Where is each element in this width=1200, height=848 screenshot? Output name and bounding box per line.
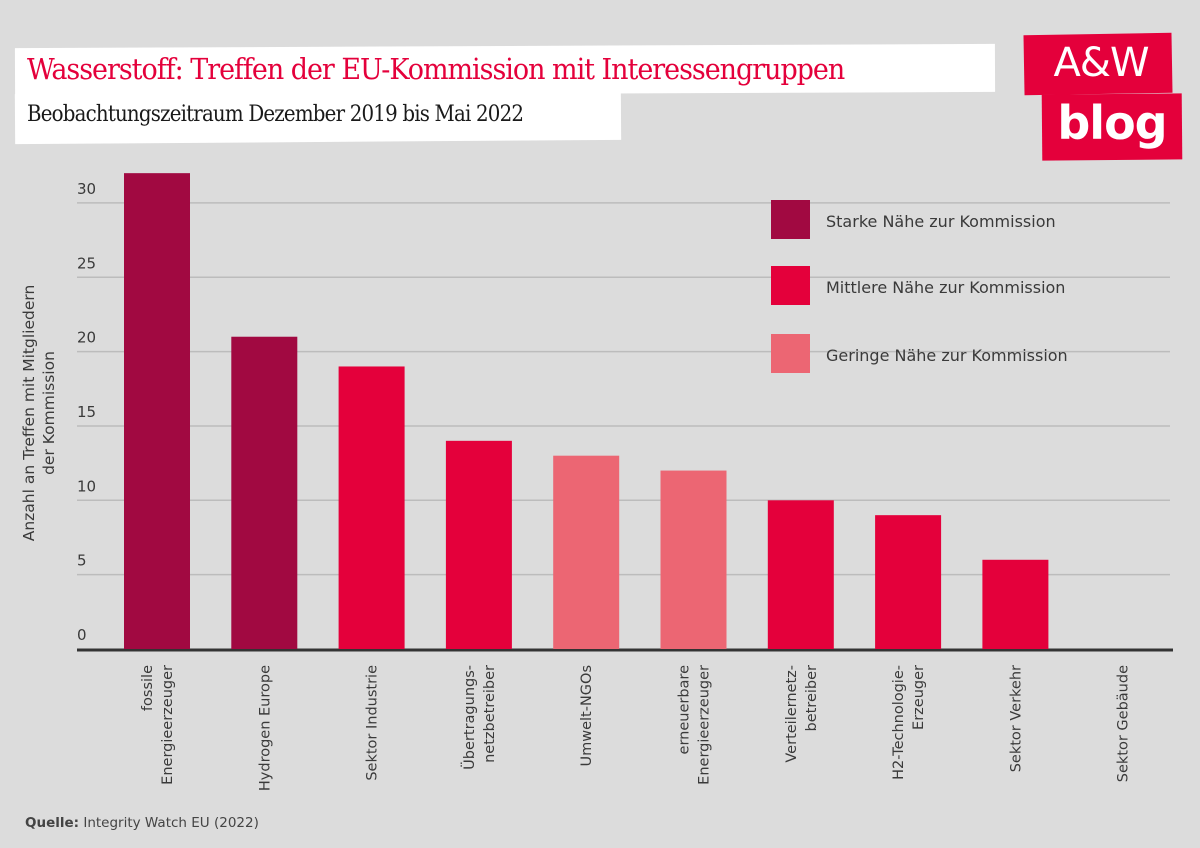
x-tick-label-line: erneuerbare — [677, 665, 693, 755]
x-tick-label-line: Umwelt-NGOs — [579, 665, 595, 767]
x-tick-label: Sektor Industrie — [365, 665, 381, 781]
x-tick-label: Hydrogen Europe — [257, 665, 273, 791]
x-tick-label-line: Sektor Verkehr — [1008, 665, 1024, 772]
legend-label: Mittlere Nähe zur Kommission — [826, 278, 1065, 297]
bar — [338, 366, 405, 649]
y-axis-label: Anzahl an Treffen mit Mitgliedern der Kom… — [20, 285, 58, 542]
y-tick-label: 15 — [77, 403, 96, 421]
y-tick-label: 5 — [77, 552, 87, 570]
x-tick-label-line: Energieerzeuger — [160, 665, 176, 785]
x-tick-label-line: Sektor Industrie — [365, 665, 381, 781]
x-axis-labels: fossile Energieerzeuger Hydrogen Europe Sek… — [140, 665, 1132, 791]
x-tick-label: H2-Technologie- Erzeuger — [891, 665, 927, 780]
logo-blog-text: blog — [1057, 96, 1167, 150]
bar — [445, 440, 512, 649]
y-tick-label: 10 — [77, 477, 96, 495]
bar — [767, 500, 834, 649]
bar — [660, 470, 727, 649]
bar — [231, 336, 298, 649]
chart-title: Wasserstoff: Treffen der EU-Kommission m… — [27, 52, 845, 86]
x-tick-label-line: Verteilernetz- — [784, 665, 800, 763]
x-tick-label-line: Energieerzeuger — [697, 665, 713, 785]
legend-swatch — [771, 334, 810, 373]
bar — [124, 173, 190, 649]
x-tick-label-line: Hydrogen Europe — [257, 665, 273, 791]
legend-item: Mittlere Nähe zur Kommission — [771, 266, 1065, 305]
bar — [553, 455, 620, 649]
legend-swatch — [771, 200, 810, 239]
source-note: Quelle: Integrity Watch EU (2022) — [25, 815, 259, 831]
y-axis-label-line: Anzahl an Treffen mit Mitgliedern — [20, 285, 38, 542]
x-tick-label-line: Übertragungs- — [460, 665, 478, 770]
x-tick-label: Übertragungs-netzbetreiber — [460, 665, 498, 770]
x-tick-label: Verteilernetz-betreiber — [784, 665, 820, 763]
bar — [875, 515, 942, 649]
source-label: Quelle: — [25, 815, 80, 831]
x-tick-label: fossile Energieerzeuger — [140, 665, 176, 785]
x-tick-label-line: betreiber — [804, 665, 820, 732]
x-tick-label: Umwelt-NGOs — [579, 665, 595, 767]
y-axis-ticks: 0 5 10 15 20 25 30 — [77, 180, 96, 644]
y-axis-label-line: der Kommission — [40, 351, 58, 475]
x-tick-label-line: netzbetreiber — [482, 665, 498, 763]
legend-item: Starke Nähe zur Kommission — [771, 200, 1056, 239]
legend-item: Geringe Nähe zur Kommission — [771, 334, 1068, 373]
legend-swatch — [771, 266, 810, 305]
x-tick-label-line: Sektor Gebäude — [1116, 665, 1132, 782]
x-tick-label-line: H2-Technologie- — [891, 665, 907, 780]
y-tick-label: 0 — [77, 626, 87, 644]
chart-subtitle: Beobachtungszeitraum Dezember 2019 bis M… — [27, 102, 524, 127]
x-tick-label: Sektor Gebäude — [1116, 665, 1132, 782]
x-tick-label: erneuerbare Energieerzeuger — [677, 665, 713, 785]
x-tick-label: Sektor Verkehr — [1008, 665, 1024, 772]
legend: Starke Nähe zur Kommission Mittlere Nähe … — [771, 200, 1068, 373]
x-tick-label-line: fossile — [140, 665, 156, 711]
y-tick-label: 20 — [77, 329, 96, 347]
y-tick-label: 30 — [77, 180, 96, 198]
logo-aw-text: A&W — [1053, 40, 1149, 86]
bar — [982, 559, 1049, 649]
x-tick-label-line: Erzeuger — [911, 665, 927, 730]
legend-label: Starke Nähe zur Kommission — [826, 212, 1056, 231]
y-tick-label: 25 — [77, 254, 96, 272]
legend-label: Geringe Nähe zur Kommission — [826, 346, 1068, 365]
bars — [124, 173, 1049, 649]
source-text: Integrity Watch EU (2022) — [79, 815, 259, 831]
